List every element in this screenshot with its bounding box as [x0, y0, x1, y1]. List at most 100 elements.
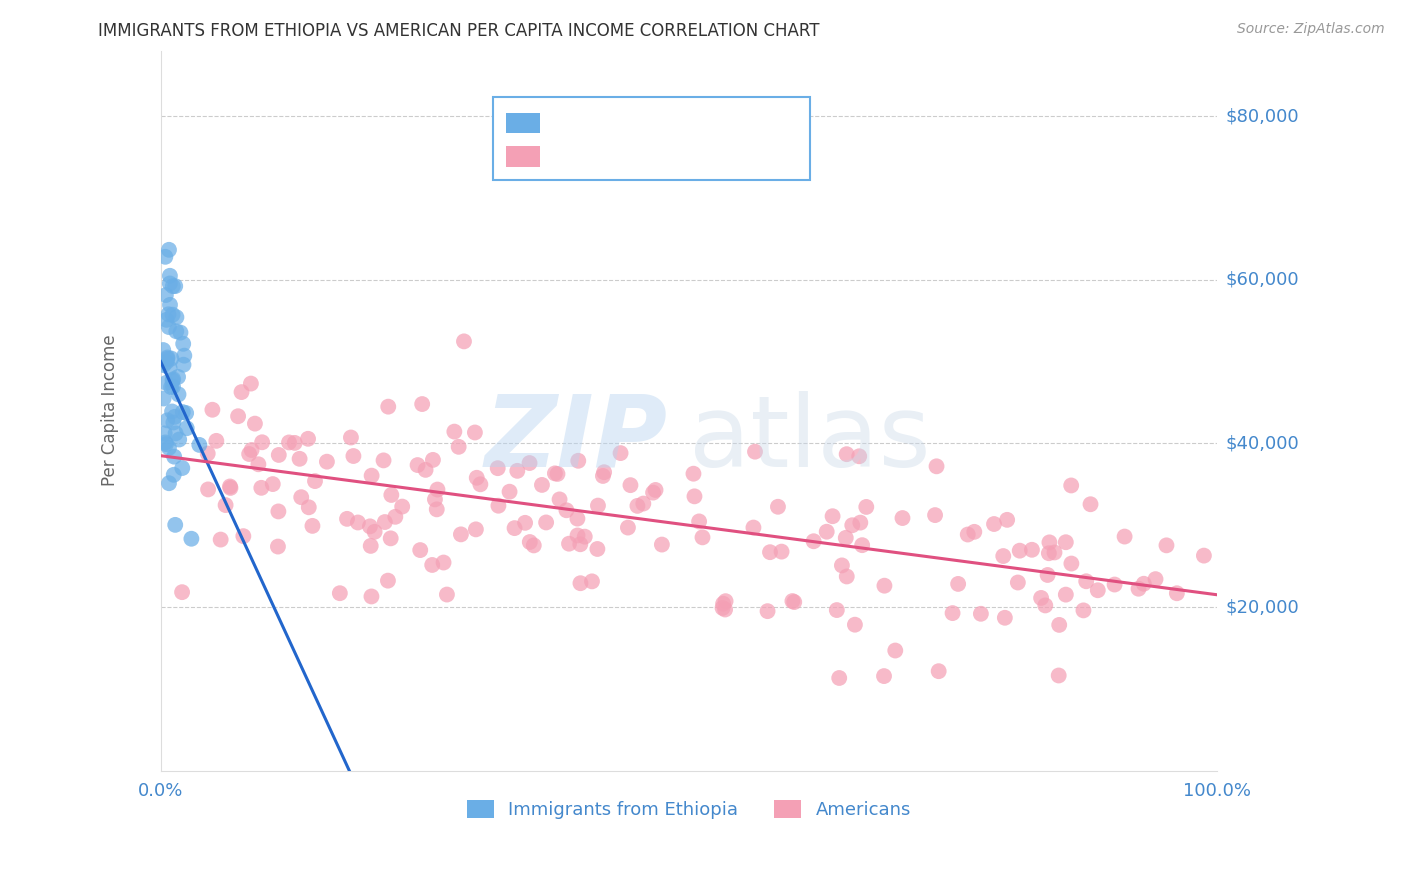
- Point: [592, 469, 614, 483]
- Text: Source: ZipAtlas.com: Source: ZipAtlas.com: [1237, 22, 1385, 37]
- Point: [172, 336, 194, 351]
- Point: [176, 421, 198, 435]
- Point: [420, 558, 443, 572]
- Point: [586, 499, 609, 513]
- Point: [162, 372, 184, 386]
- Point: [188, 438, 211, 452]
- Point: [157, 476, 180, 491]
- Point: [155, 376, 177, 390]
- Point: [436, 588, 458, 602]
- Point: [782, 594, 804, 608]
- Point: [1060, 478, 1083, 492]
- Text: $60,000: $60,000: [1226, 271, 1299, 289]
- Point: [1047, 668, 1070, 682]
- Point: [534, 516, 557, 530]
- Point: [377, 400, 399, 414]
- Point: [1054, 588, 1077, 602]
- Text: $20,000: $20,000: [1226, 598, 1299, 616]
- Point: [1008, 543, 1031, 558]
- Point: [1080, 497, 1102, 511]
- Point: [941, 606, 963, 620]
- Point: [423, 492, 446, 507]
- Point: [567, 528, 589, 542]
- Point: [329, 586, 352, 600]
- Point: [180, 532, 202, 546]
- Point: [156, 351, 179, 365]
- Point: [513, 516, 536, 530]
- Point: [360, 468, 382, 483]
- Point: [159, 360, 181, 375]
- Point: [470, 477, 492, 491]
- Point: [569, 576, 592, 591]
- Point: [486, 499, 509, 513]
- Point: [155, 250, 177, 264]
- Point: [267, 448, 290, 462]
- Point: [498, 484, 520, 499]
- Point: [1128, 582, 1150, 596]
- Point: [152, 392, 174, 406]
- Point: [160, 351, 183, 366]
- Point: [567, 454, 589, 468]
- Point: [201, 402, 224, 417]
- Point: [162, 373, 184, 387]
- Point: [609, 446, 631, 460]
- Point: [519, 456, 541, 470]
- Point: [373, 453, 395, 467]
- Point: [377, 574, 399, 588]
- Point: [1073, 603, 1095, 617]
- Text: Per Capita Income: Per Capita Income: [101, 334, 120, 486]
- Point: [644, 483, 666, 497]
- Point: [165, 279, 187, 293]
- Point: [250, 435, 273, 450]
- Point: [172, 585, 194, 599]
- Point: [756, 604, 779, 618]
- Text: N = 178: N = 178: [693, 147, 768, 166]
- Point: [443, 425, 465, 439]
- Point: [160, 380, 183, 394]
- Text: $40,000: $40,000: [1226, 434, 1299, 452]
- Point: [384, 509, 406, 524]
- Point: [1133, 576, 1156, 591]
- Point: [453, 334, 475, 349]
- Point: [226, 409, 249, 424]
- Point: [239, 376, 262, 391]
- Point: [156, 413, 179, 427]
- Point: [770, 544, 793, 558]
- Point: [759, 545, 782, 559]
- Point: [167, 387, 190, 401]
- Point: [155, 437, 177, 451]
- Point: [815, 524, 838, 539]
- Point: [159, 268, 181, 283]
- Point: [197, 483, 219, 497]
- Point: [152, 343, 174, 357]
- Point: [432, 556, 454, 570]
- Point: [304, 474, 326, 488]
- Point: [683, 489, 706, 503]
- Point: [157, 243, 180, 257]
- Point: [1029, 591, 1052, 605]
- Text: R = -0.545: R = -0.545: [553, 147, 650, 166]
- Point: [569, 537, 592, 551]
- Point: [450, 527, 472, 541]
- Point: [1087, 583, 1109, 598]
- Point: [946, 577, 969, 591]
- Point: [956, 527, 979, 541]
- Point: [651, 538, 673, 552]
- Point: [855, 500, 877, 514]
- Point: [156, 351, 179, 366]
- Point: [214, 498, 236, 512]
- Point: [301, 519, 323, 533]
- Point: [288, 451, 311, 466]
- Point: [290, 490, 312, 504]
- Point: [250, 481, 273, 495]
- Point: [1060, 557, 1083, 571]
- Point: [426, 502, 449, 516]
- Point: [555, 503, 578, 517]
- Point: [447, 440, 470, 454]
- Point: [240, 442, 263, 457]
- Point: [1192, 549, 1215, 563]
- Point: [558, 537, 581, 551]
- Point: [841, 518, 863, 533]
- Point: [873, 579, 896, 593]
- Point: [219, 479, 242, 493]
